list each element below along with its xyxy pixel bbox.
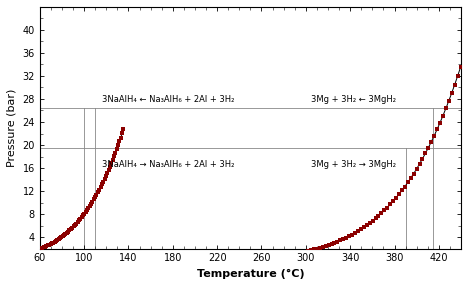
Text: 3Mg + 3H₂ → 3MgH₂: 3Mg + 3H₂ → 3MgH₂ xyxy=(311,160,396,169)
Y-axis label: Pressure (bar): Pressure (bar) xyxy=(7,89,17,167)
Text: 3NaAlH₄ ← Na₃AlH₆ + 2Al + 3H₂: 3NaAlH₄ ← Na₃AlH₆ + 2Al + 3H₂ xyxy=(102,95,234,104)
Text: 3NaAlH₄ → Na₃AlH₆ + 2Al + 3H₂: 3NaAlH₄ → Na₃AlH₆ + 2Al + 3H₂ xyxy=(102,160,234,169)
X-axis label: Temperature (°C): Temperature (°C) xyxy=(197,269,304,279)
Text: 3Mg + 3H₂ ← 3MgH₂: 3Mg + 3H₂ ← 3MgH₂ xyxy=(311,95,396,104)
